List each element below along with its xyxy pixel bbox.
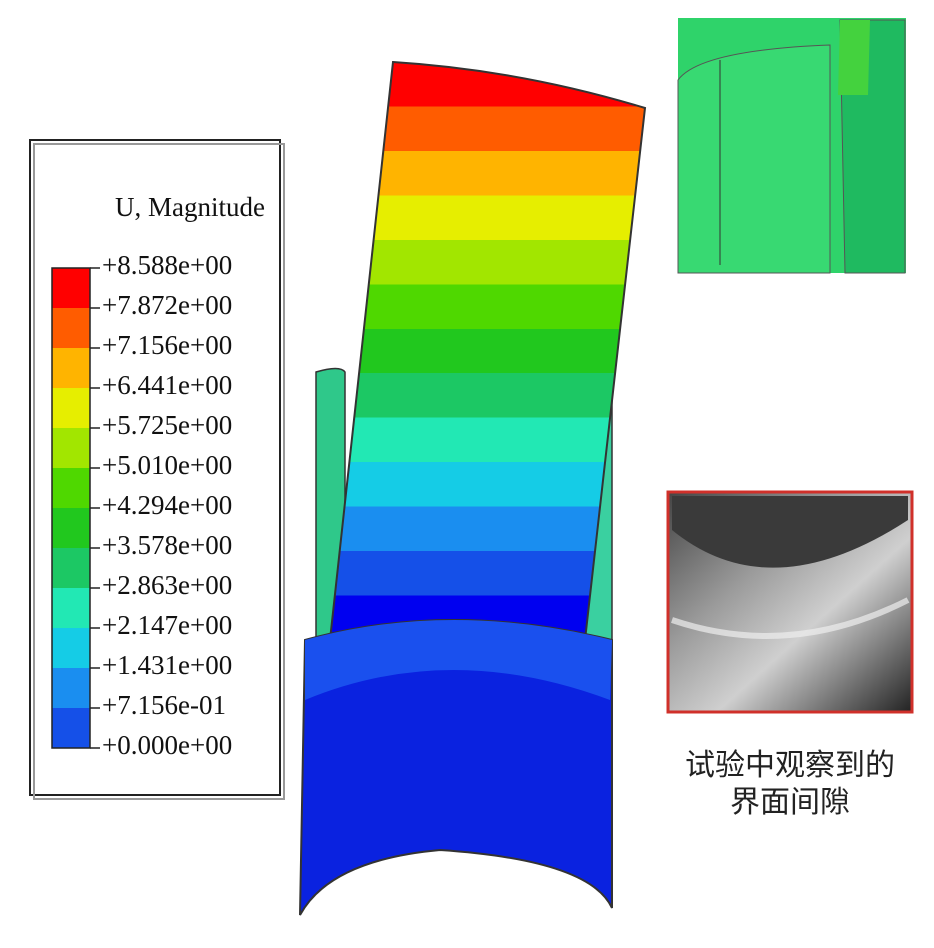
photo-gap <box>671 597 910 639</box>
legend-band <box>52 668 90 708</box>
legend-label: +7.872e+00 <box>102 290 232 320</box>
legend-band <box>52 508 90 548</box>
outer-band <box>305 620 612 700</box>
legend-label: +8.588e+00 <box>102 250 232 280</box>
legend-label: +5.010e+00 <box>102 450 232 480</box>
legend-band <box>52 268 90 308</box>
caption-line: 界面间隙 <box>730 785 850 820</box>
inset-detail <box>677 18 906 274</box>
legend-label: +0.000e+00 <box>102 730 232 760</box>
inset-top <box>838 20 870 95</box>
legend-band <box>52 308 90 348</box>
fe-model <box>299 60 647 916</box>
legend-band <box>52 468 90 508</box>
legend-label: +6.441e+00 <box>102 370 232 400</box>
legend-label: +2.863e+00 <box>102 570 232 600</box>
caption-line: 试验中观察到的 <box>685 748 895 783</box>
legend-band <box>52 388 90 428</box>
legend-band <box>52 708 90 748</box>
legend-label: +4.294e+00 <box>102 490 232 520</box>
photo-dark <box>672 496 908 568</box>
legend-bar: +8.588e+00 +7.872e+00 +7.156e+00 +6.441e+00… <box>51 250 232 760</box>
inset-part <box>677 44 831 274</box>
legend-label: +7.156e+00 <box>102 330 232 360</box>
legend-label: +1.431e+00 <box>102 650 232 680</box>
legend-label: +5.725e+00 <box>102 410 232 440</box>
legend-band <box>52 628 90 668</box>
legend-band <box>52 548 90 588</box>
inset-photo <box>666 490 914 714</box>
legend-band <box>52 428 90 468</box>
legend-band <box>52 588 90 628</box>
legend-band <box>52 348 90 388</box>
legend-label: +2.147e+00 <box>102 610 232 640</box>
legend-label: +7.156e-01 <box>102 690 226 720</box>
legend-title: U, Magnitude <box>115 192 265 222</box>
legend-label: +3.578e+00 <box>102 530 232 560</box>
legend-shadow <box>33 143 285 800</box>
